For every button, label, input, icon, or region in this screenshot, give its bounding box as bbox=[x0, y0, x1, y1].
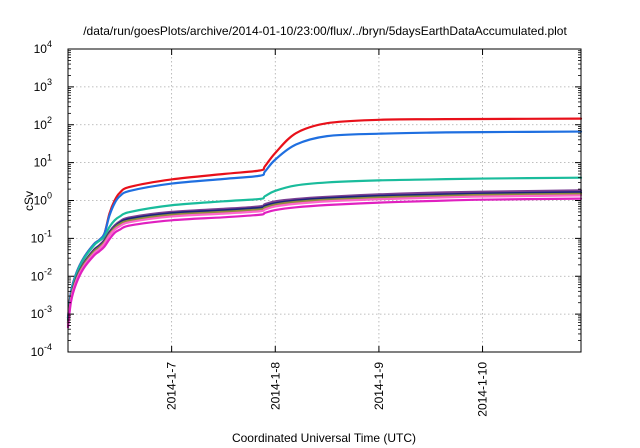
y-tick-label: 101 bbox=[34, 153, 52, 170]
x-tick-label: 2014-1-8 bbox=[268, 362, 282, 410]
y-tick-base: 10 bbox=[34, 156, 48, 170]
x-tick-label: 2014-1-7 bbox=[165, 362, 179, 410]
series-line-7 bbox=[66, 194, 583, 327]
y-axis-label: cSv bbox=[22, 191, 36, 211]
y-tick-base: 10 bbox=[31, 231, 45, 245]
y-tick-exponent: -3 bbox=[44, 304, 52, 314]
y-tick-label: 104 bbox=[34, 39, 52, 56]
y-tick-exponent: 2 bbox=[47, 115, 52, 125]
y-tick-exponent: -4 bbox=[44, 342, 52, 352]
y-tick-label: 103 bbox=[34, 77, 52, 94]
y-tick-label: 10-3 bbox=[31, 304, 52, 321]
y-tick-exponent: 4 bbox=[47, 39, 52, 49]
x-tick-label: 2014-1-10 bbox=[476, 362, 490, 417]
series-line-4 bbox=[66, 189, 583, 324]
y-tick-label: 10-4 bbox=[31, 342, 52, 359]
y-tick-label: 100 bbox=[34, 191, 52, 208]
series-line-2 bbox=[66, 130, 583, 319]
y-tick-exponent: -2 bbox=[44, 266, 52, 276]
y-tick-base: 10 bbox=[34, 194, 48, 208]
y-tick-exponent: 3 bbox=[47, 77, 52, 87]
y-tick-label: 102 bbox=[34, 115, 52, 132]
y-tick-label: 10-1 bbox=[31, 228, 52, 245]
y-tick-exponent: 1 bbox=[47, 153, 52, 163]
x-tick-label: 2014-1-9 bbox=[372, 362, 386, 410]
series-line-3 bbox=[66, 176, 583, 322]
y-tick-base: 10 bbox=[31, 345, 45, 359]
y-tick-label: 10-2 bbox=[31, 266, 52, 283]
y-tick-exponent: 0 bbox=[47, 191, 52, 201]
y-tick-base: 10 bbox=[34, 42, 48, 56]
y-tick-exponent: -1 bbox=[44, 228, 52, 238]
chart-title: /data/run/goesPlots/archive/2014-01-10/2… bbox=[83, 24, 567, 38]
y-tick-base: 10 bbox=[31, 269, 45, 283]
x-axis-ticks: 2014-1-7 2014-1-8 2014-1-9 2014-1-10 bbox=[165, 49, 490, 417]
y-tick-base: 10 bbox=[34, 80, 48, 94]
series-line-6 bbox=[66, 192, 583, 326]
y-tick-base: 10 bbox=[31, 307, 45, 321]
series-lines bbox=[66, 117, 583, 329]
series-line-5 bbox=[66, 191, 583, 324]
series-line-8 bbox=[66, 197, 583, 329]
y-tick-base: 10 bbox=[34, 118, 48, 132]
x-axis-label: Coordinated Universal Time (UTC) bbox=[232, 431, 416, 445]
